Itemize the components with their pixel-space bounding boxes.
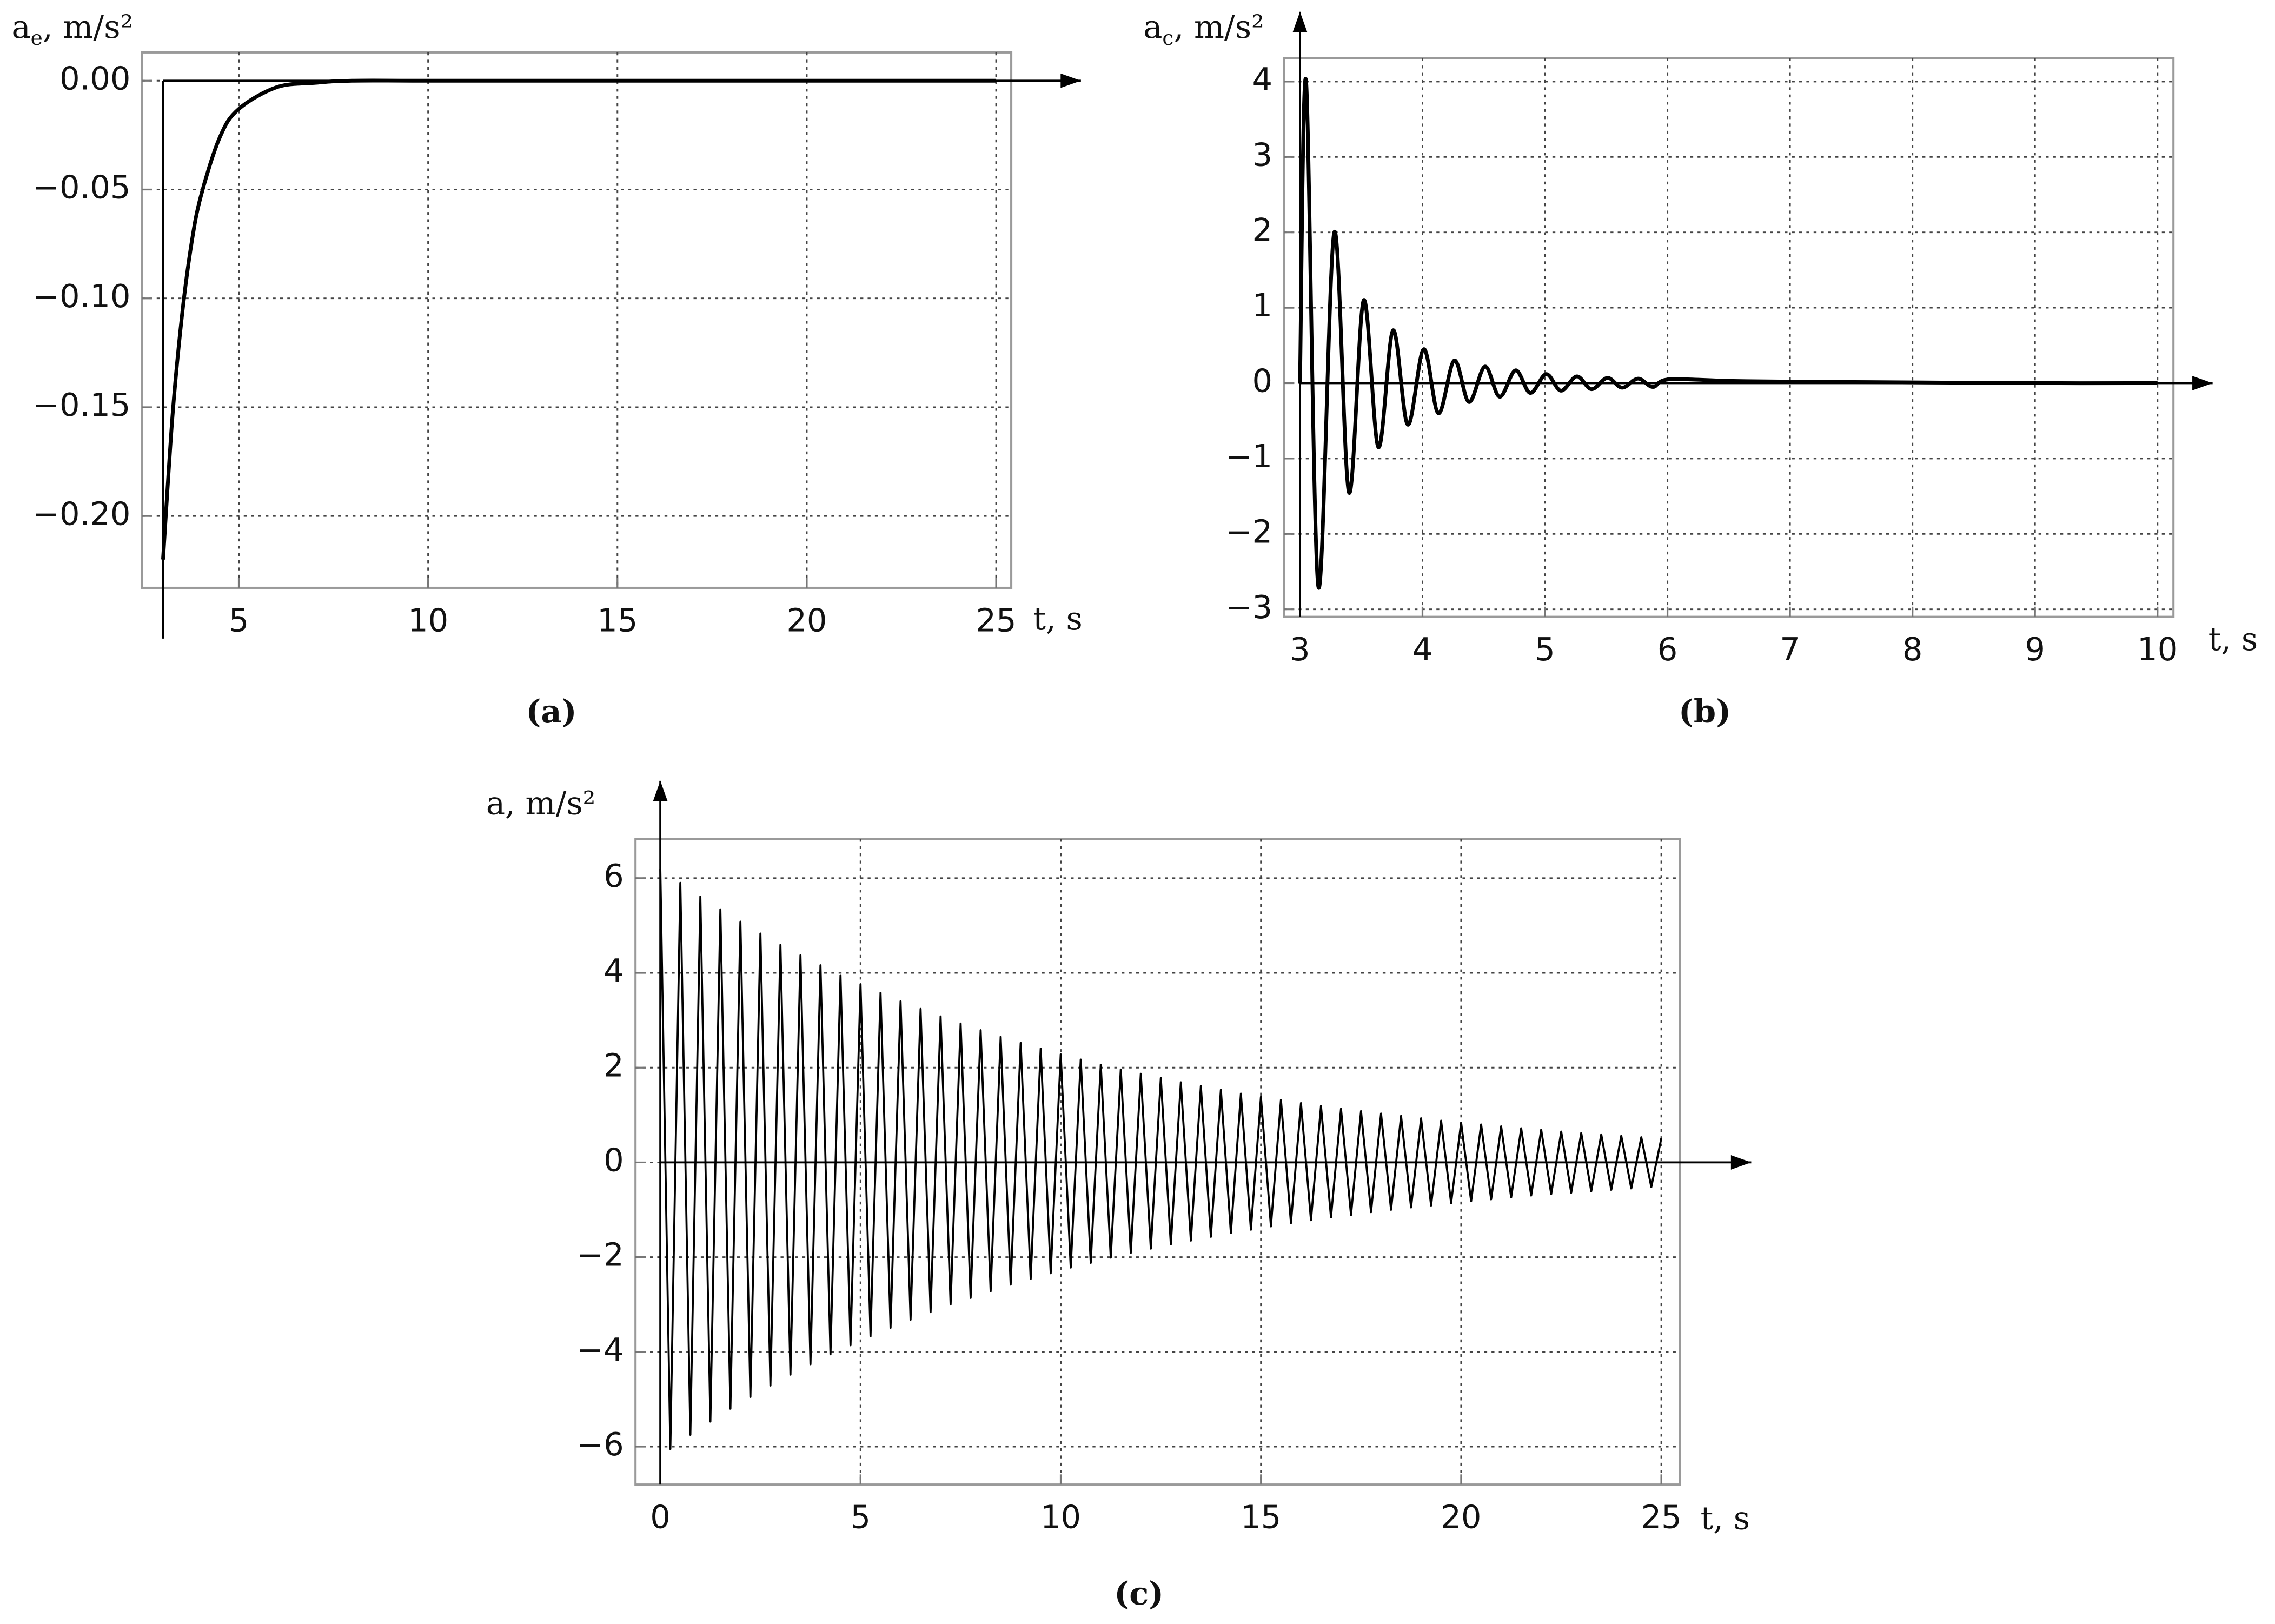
- x-tick-label: 3: [1290, 631, 1310, 668]
- y-tick-label: −2: [1225, 513, 1272, 550]
- x-tick-label: 5: [229, 601, 249, 639]
- panel-caption: (b): [1679, 693, 1731, 730]
- panel-caption: (a): [526, 693, 577, 730]
- y-tick-label: −3: [1225, 588, 1272, 626]
- plot-frame: [141, 51, 1013, 589]
- axis-arrowhead: [2192, 376, 2213, 390]
- y-axis-label-unit: , m/s²: [1173, 8, 1264, 45]
- y-axis-label-subscript: c: [1162, 25, 1173, 49]
- y-tick-label: −4: [577, 1331, 624, 1368]
- x-tick-label: 20: [786, 601, 827, 639]
- plot-frame: [1283, 57, 2175, 618]
- data-line: [1298, 77, 2158, 590]
- y-tick-label: 0: [603, 1142, 624, 1179]
- y-tick-label: −2: [577, 1236, 624, 1274]
- x-tick-label: 15: [597, 601, 638, 639]
- y-tick-label: −0.10: [33, 277, 131, 315]
- y-tick-label: −1: [1225, 438, 1272, 475]
- y-tick-label: 2: [1252, 211, 1272, 249]
- axis-arrowhead: [653, 780, 668, 801]
- data-line: [659, 869, 1662, 1450]
- y-tick-label: −0.05: [33, 169, 131, 206]
- x-axis-label: t, s: [1701, 1500, 1750, 1537]
- y-axis-label-symbol: a: [11, 8, 30, 45]
- x-tick-label: 15: [1241, 1499, 1281, 1536]
- y-axis-label-symbol: a, m/s²: [486, 784, 595, 821]
- y-axis-label: ae, m/s²: [11, 8, 133, 50]
- x-tick-label: 10: [1040, 1499, 1081, 1536]
- axis-arrowhead: [1730, 1155, 1752, 1170]
- y-tick-label: −6: [577, 1426, 624, 1463]
- y-axis-label-subscript: e: [31, 25, 43, 49]
- x-tick-label: 5: [1535, 631, 1555, 668]
- y-tick-label: 4: [603, 952, 624, 989]
- y-axis-label-symbol: a: [1143, 8, 1162, 45]
- axis-arrowhead: [1292, 11, 1308, 32]
- x-tick-label: 7: [1780, 631, 1800, 668]
- y-tick-label: −0.15: [33, 386, 131, 423]
- x-tick-label: 4: [1412, 631, 1433, 668]
- x-tick-label: 20: [1441, 1499, 1481, 1536]
- x-tick-label: 25: [1641, 1499, 1682, 1536]
- y-tick-label: 6: [603, 857, 624, 894]
- x-tick-label: 9: [2025, 631, 2045, 668]
- y-tick-label: 4: [1252, 61, 1272, 98]
- axis-arrowhead: [1060, 73, 1081, 88]
- x-tick-label: 8: [1902, 631, 1923, 668]
- x-tick-label: 10: [408, 601, 448, 639]
- x-tick-label: 6: [1657, 631, 1678, 668]
- y-tick-label: 0: [1252, 362, 1272, 400]
- panel-caption: (c): [1114, 1575, 1164, 1612]
- x-tick-label: 10: [2137, 631, 2178, 668]
- y-tick-label: 2: [603, 1046, 624, 1084]
- y-tick-label: 1: [1252, 287, 1272, 324]
- x-tick-label: 5: [851, 1499, 871, 1536]
- y-tick-label: 0.00: [59, 59, 130, 97]
- y-axis-label: ac, m/s²: [1143, 8, 1264, 50]
- data-line: [161, 78, 997, 560]
- y-axis-label-unit: , m/s²: [43, 8, 133, 45]
- x-axis-label: t, s: [1033, 600, 1083, 637]
- x-axis-label: t, s: [2208, 620, 2258, 658]
- x-tick-label: 0: [650, 1499, 671, 1536]
- y-axis-label: a, m/s²: [486, 784, 595, 821]
- x-tick-label: 25: [976, 601, 1017, 639]
- y-tick-label: 3: [1252, 136, 1272, 173]
- y-tick-label: −0.20: [33, 495, 131, 532]
